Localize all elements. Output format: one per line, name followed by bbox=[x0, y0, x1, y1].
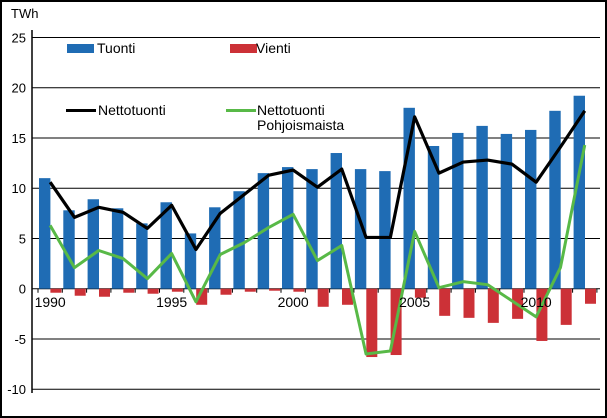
import-bar bbox=[403, 107, 415, 289]
vienti-bar-swatch bbox=[230, 44, 257, 53]
import-bar bbox=[573, 95, 585, 289]
y-tick-label: 25 bbox=[12, 30, 26, 45]
net-import-line bbox=[48, 109, 587, 252]
y-tick-label: 5 bbox=[19, 231, 26, 246]
legend-label-nettotuonti-pohjoismaista: Nettotuonti Pohjoismaista bbox=[257, 103, 344, 133]
y-tick-label: 20 bbox=[12, 81, 26, 96]
legend-label-tuonti: Tuonti bbox=[97, 40, 136, 56]
x-tick-label: 1995 bbox=[156, 294, 187, 310]
export-bar bbox=[560, 288, 572, 325]
x-tick-label: 2005 bbox=[399, 294, 430, 310]
import-bar bbox=[306, 169, 318, 289]
export-bar bbox=[220, 288, 232, 295]
import-bar bbox=[209, 207, 221, 289]
x-tick-label: 1990 bbox=[35, 294, 66, 310]
import-bar bbox=[330, 153, 342, 289]
import-bar bbox=[63, 210, 75, 289]
export-bar bbox=[439, 288, 451, 316]
import-bar bbox=[354, 169, 367, 289]
import-bar bbox=[233, 191, 245, 289]
export-bar bbox=[293, 288, 305, 292]
import-bar bbox=[160, 202, 172, 289]
import-bar bbox=[476, 125, 488, 289]
import-bar bbox=[39, 178, 51, 289]
y-tick-label: 15 bbox=[12, 131, 26, 146]
legend-label-line2: Pohjoismaista bbox=[257, 117, 345, 133]
export-bar bbox=[74, 288, 86, 296]
import-bar bbox=[525, 129, 537, 289]
import-bar bbox=[549, 110, 561, 289]
export-bar bbox=[487, 288, 499, 323]
legend-label-line1: Nettotuonti bbox=[257, 102, 325, 118]
export-bar bbox=[317, 288, 329, 307]
export-bar bbox=[342, 288, 353, 305]
y-tick-label: -5 bbox=[14, 332, 26, 347]
import-bar bbox=[111, 208, 124, 289]
export-bar bbox=[463, 288, 475, 318]
y-tick-label: 0 bbox=[19, 282, 26, 297]
export-bar bbox=[244, 288, 256, 292]
export-bar bbox=[50, 288, 62, 293]
import-bar bbox=[136, 223, 148, 289]
legend-label-nettotuonti: Nettotuonti bbox=[98, 102, 166, 118]
import-bar bbox=[282, 167, 294, 289]
export-bar bbox=[99, 288, 110, 297]
y-tick-label: 10 bbox=[12, 181, 26, 196]
export-bar bbox=[366, 288, 378, 358]
export-bar bbox=[123, 288, 135, 293]
import-bar bbox=[500, 133, 513, 289]
export-bar bbox=[147, 288, 159, 294]
import-bar bbox=[427, 145, 440, 289]
net-import-nordic-line bbox=[48, 144, 587, 356]
export-bar bbox=[414, 288, 426, 298]
tuonti-bar-swatch bbox=[67, 44, 94, 53]
y-axis-unit-label: TWh bbox=[11, 6, 39, 21]
nettotuonti-pohjoismaista-line-swatch bbox=[226, 109, 256, 112]
nettotuonti-line-swatch bbox=[66, 109, 96, 112]
import-bar bbox=[184, 233, 197, 289]
import-bar bbox=[452, 132, 464, 289]
export-bar bbox=[536, 288, 548, 341]
y-tick-label: -10 bbox=[7, 382, 26, 397]
export-bar bbox=[171, 288, 183, 292]
export-bar bbox=[269, 288, 281, 291]
x-tick-label: 2010 bbox=[521, 294, 552, 310]
import-bar bbox=[379, 171, 391, 289]
x-tick-label: 2000 bbox=[278, 294, 309, 310]
import-bar bbox=[87, 199, 99, 289]
export-bar bbox=[196, 288, 208, 305]
legend-label-vienti: Vienti bbox=[256, 40, 291, 56]
export-bar bbox=[585, 288, 596, 304]
